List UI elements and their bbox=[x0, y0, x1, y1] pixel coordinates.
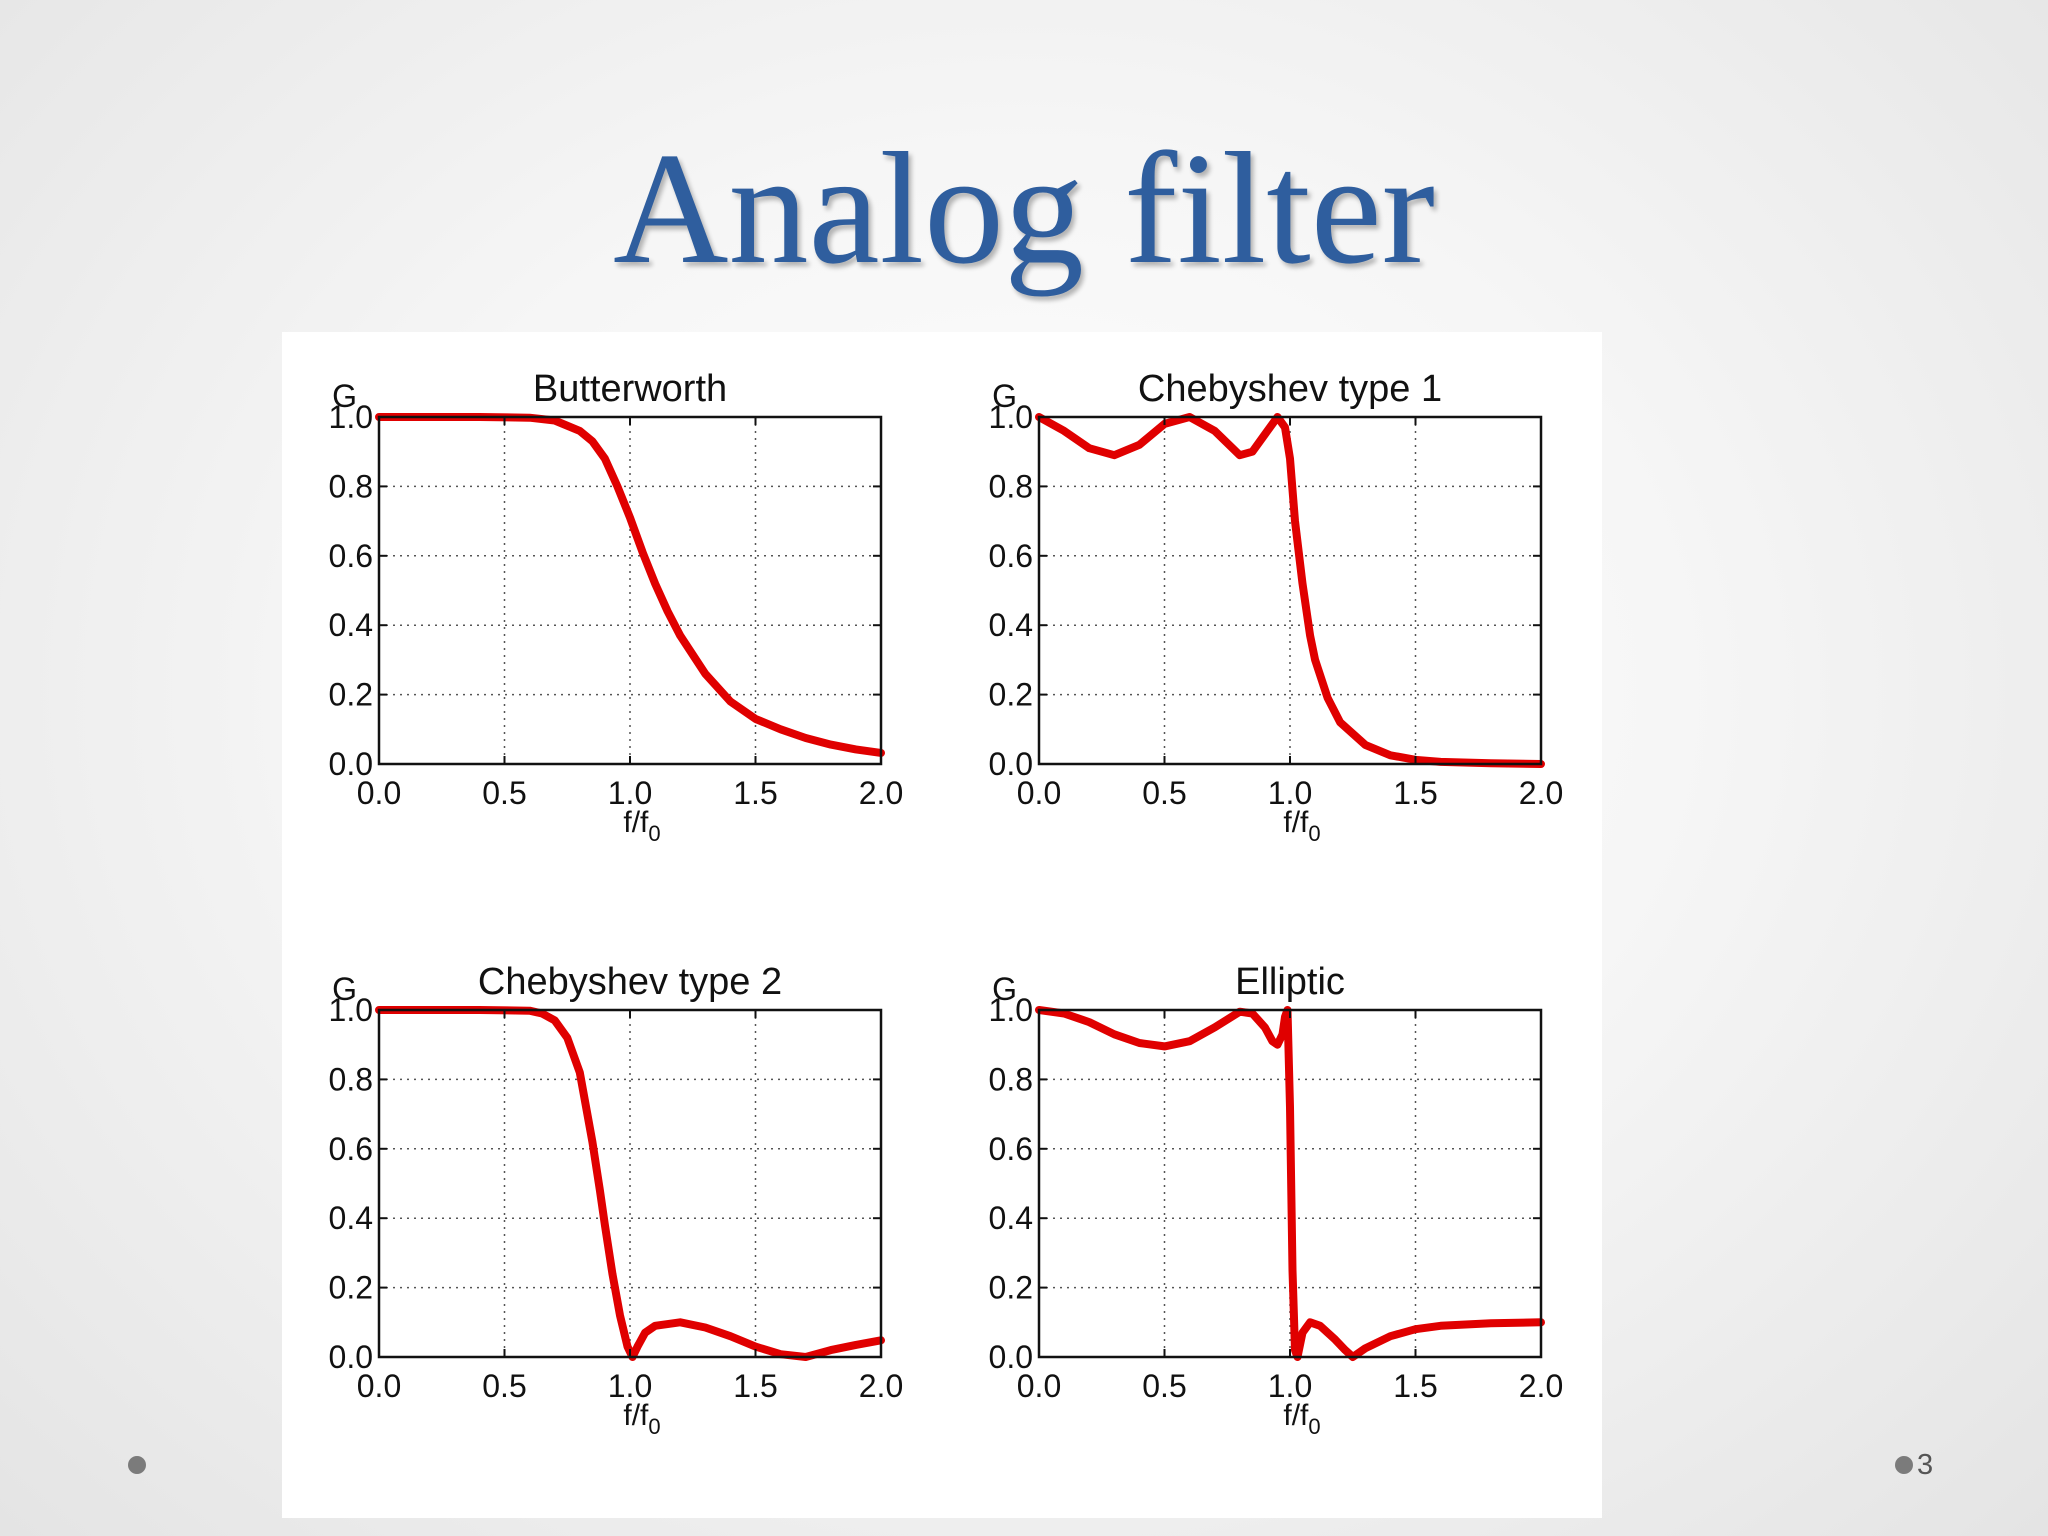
chart-3-ytick-label: 1.0 bbox=[329, 992, 373, 1028]
chart-4-xtick-label: 2.0 bbox=[1519, 1368, 1563, 1404]
chart-1-xtick-label: 0.0 bbox=[357, 775, 401, 811]
chart-4-xtick-label: 0.0 bbox=[1017, 1368, 1061, 1404]
chart-3-xtick-label: 0.0 bbox=[357, 1368, 401, 1404]
chart-1-xtick-label: 1.0 bbox=[608, 775, 652, 811]
chart-2-title: Chebyshev type 1 bbox=[1138, 368, 1442, 410]
chart-4-ylabel: G bbox=[992, 971, 1017, 1007]
chart-3-ytick-label: 0.8 bbox=[329, 1061, 373, 1097]
chart-4-ytick-label: 1.0 bbox=[989, 992, 1033, 1028]
chart-4-xtick-label: 1.5 bbox=[1393, 1368, 1437, 1404]
chart-4-ytick-label: 0.4 bbox=[989, 1200, 1033, 1236]
chart-4-xtick-label: 1.0 bbox=[1268, 1368, 1312, 1404]
chart-4-xlabel-subscript: 0 bbox=[1308, 1414, 1320, 1439]
chart-4-series-line bbox=[1035, 1006, 1545, 1361]
chart-3-xlabel: f/f0 bbox=[623, 1399, 660, 1439]
slide-title: Analog filter bbox=[613, 119, 1435, 297]
chart-1-ytick-label: 0.8 bbox=[329, 468, 373, 504]
chart-3-ytick-label: 0.4 bbox=[329, 1200, 373, 1236]
chart-3-title: Chebyshev type 2 bbox=[478, 961, 782, 1003]
chart-3-xtick-label: 1.5 bbox=[733, 1368, 777, 1404]
chart-2-ytick-label: 0.4 bbox=[989, 607, 1033, 643]
chart-2-xlabel-subscript: 0 bbox=[1308, 821, 1320, 846]
chart-4-title: Elliptic bbox=[1235, 961, 1345, 1003]
chart-1-ytick-label: 0.6 bbox=[329, 538, 373, 574]
chart-2-ylabel: G bbox=[992, 378, 1017, 414]
chart-2-ytick-label: 0.2 bbox=[989, 677, 1033, 713]
chart-1-ytick-label: 0.4 bbox=[329, 607, 373, 643]
chart-1-ytick-label: 0.0 bbox=[329, 746, 373, 782]
slide-bullet-left bbox=[128, 1456, 146, 1474]
chart-1-xtick-label: 2.0 bbox=[859, 775, 903, 811]
chart-3-ylabel: G bbox=[332, 971, 357, 1007]
chart-4-xlabel: f/f0 bbox=[1283, 1399, 1320, 1439]
chart-2-xtick-label: 0.0 bbox=[1017, 775, 1061, 811]
chart-3-xtick-label: 1.0 bbox=[608, 1368, 652, 1404]
chart-4-xtick-label: 0.5 bbox=[1142, 1368, 1186, 1404]
chart-2-xtick-label: 1.5 bbox=[1393, 775, 1437, 811]
slide-bullet-right bbox=[1895, 1456, 1913, 1474]
chart-2-series-line bbox=[1035, 413, 1545, 768]
chart-2-ytick-label: 0.0 bbox=[989, 746, 1033, 782]
chart-4-ytick-label: 0.8 bbox=[989, 1061, 1033, 1097]
chart-3-ytick-label: 0.0 bbox=[329, 1339, 373, 1375]
chart-2-ytick-label: 0.8 bbox=[989, 468, 1033, 504]
chart-1-xtick-label: 1.5 bbox=[733, 775, 777, 811]
chart-2-xtick-label: 2.0 bbox=[1519, 775, 1563, 811]
chart-2-xlabel: f/f0 bbox=[1283, 806, 1320, 846]
chart-3-ytick-label: 0.6 bbox=[329, 1131, 373, 1167]
chart-3-xtick-label: 2.0 bbox=[859, 1368, 903, 1404]
filter-charts-svg: 0.0 0.5 1.0 1.5 2.0 0.0 0.2 0.4 0.6 0.8 1.0 Butterw… bbox=[329, 368, 1564, 1439]
chart-2-ytick-label: 0.6 bbox=[989, 538, 1033, 574]
chart-1-xtick-label: 0.5 bbox=[482, 775, 526, 811]
chart-1-title: Butterworth bbox=[533, 368, 727, 410]
chart-2-xtick-label: 0.5 bbox=[1142, 775, 1186, 811]
chart-4-ytick-label: 0.2 bbox=[989, 1270, 1033, 1306]
chart-1-xlabel: f/f0 bbox=[623, 806, 660, 846]
chart-4-ytick-label: 0.0 bbox=[989, 1339, 1033, 1375]
chart-2-xtick-label: 1.0 bbox=[1268, 775, 1312, 811]
filter-response-figure: 0.0 0.5 1.0 1.5 2.0 0.0 0.2 0.4 0.6 0.8 1.0 Butterw… bbox=[282, 332, 1602, 1518]
chart-1-series-line bbox=[375, 413, 885, 757]
chart-3-xtick-label: 0.5 bbox=[482, 1368, 526, 1404]
chart-1-ylabel: G bbox=[332, 378, 357, 414]
chart-2-ytick-label: 1.0 bbox=[989, 399, 1033, 435]
chart-1-ytick-label: 1.0 bbox=[329, 399, 373, 435]
chart-1-ytick-label: 0.2 bbox=[329, 677, 373, 713]
chart-4-ytick-label: 0.6 bbox=[989, 1131, 1033, 1167]
chart-3-ytick-label: 0.2 bbox=[329, 1270, 373, 1306]
chart-1-xlabel-subscript: 0 bbox=[648, 821, 660, 846]
chart-3-xlabel-subscript: 0 bbox=[648, 1414, 660, 1439]
page-number: 3 bbox=[1917, 1449, 1934, 1481]
